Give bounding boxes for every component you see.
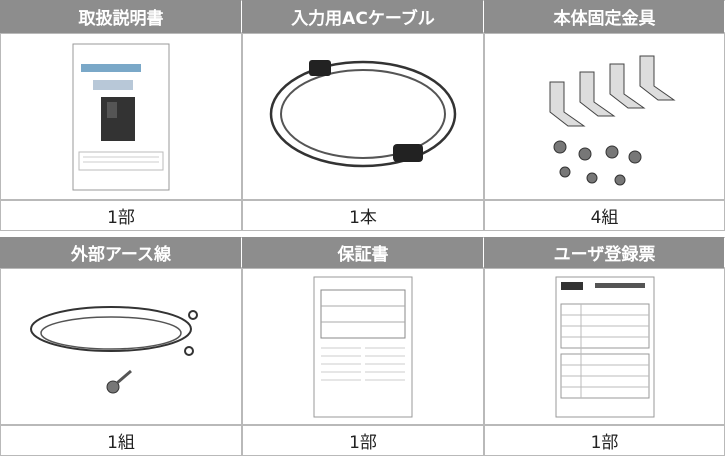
warranty-illustration xyxy=(313,276,413,417)
bracket-illustration xyxy=(549,55,676,185)
quantity: 1部 xyxy=(0,200,242,231)
quantity: 1組 xyxy=(0,425,242,456)
row-2: 外部アース線 保証書 ユーザ登録票 1組 1部 1部 xyxy=(0,237,725,456)
quantity: 1部 xyxy=(484,425,725,456)
header: 取扱説明書 xyxy=(0,0,242,33)
header: 入力用ACケーブル xyxy=(242,0,484,33)
registration-illustration xyxy=(555,276,654,417)
quantity: 4組 xyxy=(484,200,725,231)
bracket-image xyxy=(484,33,725,200)
manual-image xyxy=(0,33,242,200)
row-1: 取扱説明書 入力用ACケーブル 本体固定金具 xyxy=(0,0,725,231)
header: 本体固定金具 xyxy=(484,0,725,33)
earth-wire-image xyxy=(0,268,242,425)
earth-wire-illustration xyxy=(30,305,198,393)
header: 外部アース線 xyxy=(0,237,242,268)
cable-image xyxy=(242,33,484,200)
quantity: 1本 xyxy=(242,200,484,231)
registration-image xyxy=(484,268,725,425)
header: 保証書 xyxy=(242,237,484,268)
warranty-image xyxy=(242,268,484,425)
quantity: 1部 xyxy=(242,425,484,456)
cable-illustration xyxy=(269,59,457,167)
manual-illustration xyxy=(72,43,170,190)
header: ユーザ登録票 xyxy=(484,237,725,268)
